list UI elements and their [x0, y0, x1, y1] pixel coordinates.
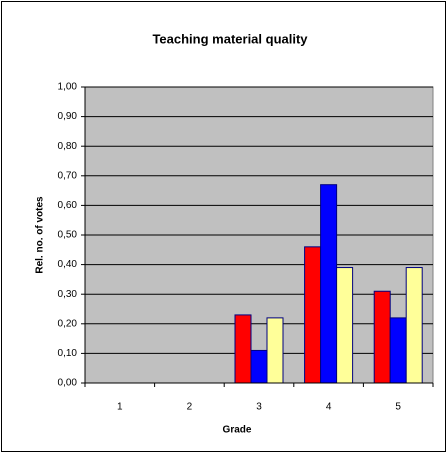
y-axis-label: Rel. no. of votes: [35, 196, 46, 274]
bar: [373, 290, 391, 384]
chart-title: Teaching material quality: [152, 31, 308, 46]
y-tick-label: 0,60: [58, 200, 78, 211]
y-tick-label: 0,40: [58, 259, 78, 270]
x-tick-label: 2: [187, 402, 193, 413]
x-tick-label: 3: [256, 402, 262, 413]
bar: [405, 267, 423, 384]
x-axis-label: Grade: [223, 425, 252, 436]
y-tick-label: 1,00: [58, 82, 78, 93]
x-tick-label: 4: [326, 402, 332, 413]
y-tick-label: 0,30: [58, 289, 78, 300]
y-tick-label: 0,10: [58, 348, 78, 359]
bar: [389, 317, 407, 384]
bar: [250, 349, 268, 384]
y-tick-label: 0,90: [58, 111, 78, 122]
bar: [320, 184, 338, 384]
bar: [304, 246, 322, 384]
bar: [234, 314, 252, 384]
y-tick-label: 0,00: [58, 378, 78, 389]
bar: [266, 317, 284, 384]
x-tick-label: 1: [117, 402, 123, 413]
y-tick-label: 0,50: [58, 230, 78, 241]
y-tick-label: 0,20: [58, 318, 78, 329]
y-tick-label: 0,80: [58, 141, 78, 152]
bar: [336, 267, 354, 384]
x-tick-label: 5: [395, 402, 401, 413]
y-tick-label: 0,70: [58, 170, 78, 181]
